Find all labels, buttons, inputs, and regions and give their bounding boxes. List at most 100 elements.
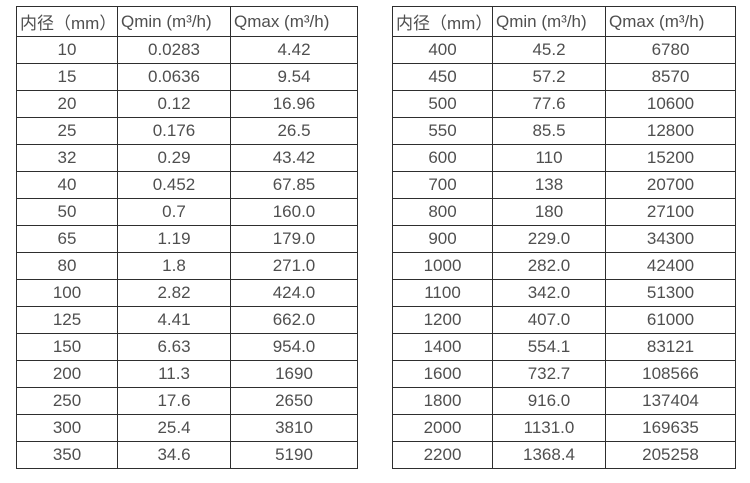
- table-row: 700 138 20700: [392, 171, 736, 199]
- table-row: 200 11.3 1690: [16, 360, 358, 388]
- cell: 4.41: [117, 306, 231, 334]
- table-row: 1800 916.0 137404: [392, 387, 736, 415]
- table-row: 2200 1368.4 205258: [392, 441, 736, 469]
- table-row: 10 0.0283 4.42: [16, 36, 358, 64]
- cell: 32: [16, 144, 118, 172]
- cell: 0.12: [117, 90, 231, 118]
- cell: 1800: [392, 387, 493, 415]
- col-header-diameter: 内径（mm）: [16, 6, 118, 37]
- cell: 100: [16, 279, 118, 307]
- cell: 2000: [392, 414, 493, 442]
- table-row: 900 229.0 34300: [392, 225, 736, 253]
- cell: 0.452: [117, 171, 231, 199]
- col-header-qmax: Qmax (m³/h): [230, 6, 358, 37]
- header-row: 内径（mm） Qmin (m³/h) Qmax (m³/h): [16, 6, 358, 37]
- cell: 700: [392, 171, 493, 199]
- cell: 77.6: [492, 90, 606, 118]
- cell: 108566: [605, 360, 736, 388]
- cell: 1100: [392, 279, 493, 307]
- cell: 61000: [605, 306, 736, 334]
- cell: 15200: [605, 144, 736, 172]
- cell: 954.0: [230, 333, 358, 361]
- cell: 6780: [605, 36, 736, 64]
- cell: 4.42: [230, 36, 358, 64]
- cell: 0.7: [117, 198, 231, 226]
- cell: 25.4: [117, 414, 231, 442]
- header-row: 内径（mm） Qmin (m³/h) Qmax (m³/h): [392, 6, 736, 37]
- cell: 42400: [605, 252, 736, 280]
- cell: 83121: [605, 333, 736, 361]
- cell: 10: [16, 36, 118, 64]
- cell: 67.85: [230, 171, 358, 199]
- table-row: 40 0.452 67.85: [16, 171, 358, 199]
- table-row: 300 25.4 3810: [16, 414, 358, 442]
- cell: 600: [392, 144, 493, 172]
- cell: 169635: [605, 414, 736, 442]
- cell: 12800: [605, 117, 736, 145]
- cell: 34300: [605, 225, 736, 253]
- cell: 0.29: [117, 144, 231, 172]
- table-row: 800 180 27100: [392, 198, 736, 226]
- cell: 424.0: [230, 279, 358, 307]
- table-row: 125 4.41 662.0: [16, 306, 358, 334]
- table-row: 400 45.2 6780: [392, 36, 736, 64]
- cell: 25: [16, 117, 118, 145]
- table-row: 2000 1131.0 169635: [392, 414, 736, 442]
- cell: 150: [16, 333, 118, 361]
- cell: 11.3: [117, 360, 231, 388]
- cell: 125: [16, 306, 118, 334]
- cell: 662.0: [230, 306, 358, 334]
- cell: 282.0: [492, 252, 606, 280]
- cell: 5190: [230, 441, 358, 469]
- table-body: 10 0.0283 4.42 15 0.0636 9.54 20 0.12 16.96 25 0.1…: [16, 36, 358, 469]
- cell: 916.0: [492, 387, 606, 415]
- cell: 8570: [605, 63, 736, 91]
- table-row: 500 77.6 10600: [392, 90, 736, 118]
- cell: 57.2: [492, 63, 606, 91]
- table-row: 20 0.12 16.96: [16, 90, 358, 118]
- cell: 1.8: [117, 252, 231, 280]
- cell: 400: [392, 36, 493, 64]
- cell: 180: [492, 198, 606, 226]
- col-header-qmax: Qmax (m³/h): [605, 6, 736, 37]
- cell: 1600: [392, 360, 493, 388]
- cell: 0.176: [117, 117, 231, 145]
- cell: 6.63: [117, 333, 231, 361]
- table-body: 400 45.2 6780 450 57.2 8570 500 77.6 10600 550 85.…: [392, 36, 736, 469]
- table-row: 50 0.7 160.0: [16, 198, 358, 226]
- cell: 2.82: [117, 279, 231, 307]
- cell: 1.19: [117, 225, 231, 253]
- table-row: 15 0.0636 9.54: [16, 63, 358, 91]
- cell: 17.6: [117, 387, 231, 415]
- cell: 1690: [230, 360, 358, 388]
- cell: 407.0: [492, 306, 606, 334]
- flow-spec-table-large-diameters: 内径（mm） Qmin (m³/h) Qmax (m³/h) 400 45.2 67…: [392, 6, 736, 469]
- cell: 205258: [605, 441, 736, 469]
- cell: 137404: [605, 387, 736, 415]
- table-row: 450 57.2 8570: [392, 63, 736, 91]
- table-row: 100 2.82 424.0: [16, 279, 358, 307]
- cell: 16.96: [230, 90, 358, 118]
- cell: 1368.4: [492, 441, 606, 469]
- table-row: 600 110 15200: [392, 144, 736, 172]
- table-row: 550 85.5 12800: [392, 117, 736, 145]
- cell: 2650: [230, 387, 358, 415]
- table-row: 80 1.8 271.0: [16, 252, 358, 280]
- cell: 2200: [392, 441, 493, 469]
- cell: 50: [16, 198, 118, 226]
- cell: 732.7: [492, 360, 606, 388]
- cell: 500: [392, 90, 493, 118]
- table-row: 150 6.63 954.0: [16, 333, 358, 361]
- cell: 450: [392, 63, 493, 91]
- cell: 200: [16, 360, 118, 388]
- cell: 15: [16, 63, 118, 91]
- cell: 3810: [230, 414, 358, 442]
- cell: 1400: [392, 333, 493, 361]
- table-row: 250 17.6 2650: [16, 387, 358, 415]
- cell: 0.0283: [117, 36, 231, 64]
- col-header-qmin: Qmin (m³/h): [117, 6, 231, 37]
- cell: 80: [16, 252, 118, 280]
- cell: 550: [392, 117, 493, 145]
- cell: 300: [16, 414, 118, 442]
